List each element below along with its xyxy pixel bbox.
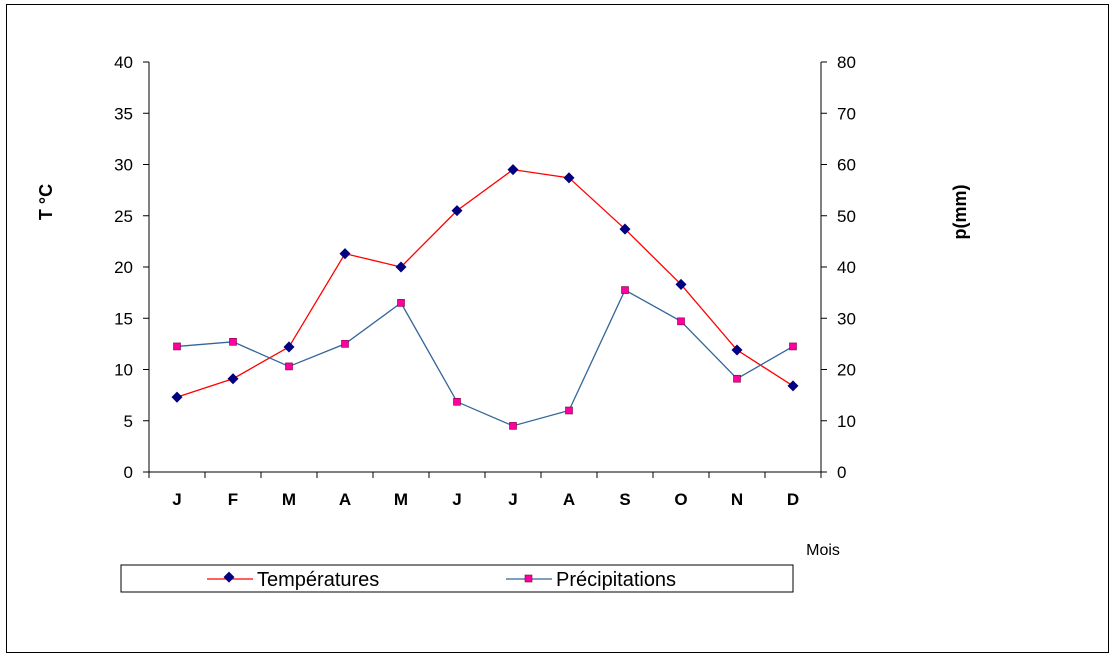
x-tick-label: N (731, 490, 743, 509)
series-precipitations (173, 286, 797, 430)
legend: Températures Précipitations (120, 564, 794, 593)
y-tick-label: 5 (124, 412, 133, 431)
series-line (176, 168, 794, 398)
data-point (227, 373, 239, 385)
legend-box (120, 564, 794, 593)
legend-item-precipitations: Précipitations (506, 569, 676, 591)
data-point (229, 338, 237, 346)
series-layer (171, 164, 799, 430)
y-axis-right: 0 10 20 30 40 50 60 70 80 (821, 53, 856, 482)
x-axis-title: Mois (806, 542, 840, 559)
data-point (395, 261, 407, 273)
data-point (789, 342, 797, 351)
y2-tick-label: 10 (837, 412, 856, 431)
y2-tick-label: 70 (837, 104, 856, 123)
y2-tick-label: 0 (837, 463, 846, 482)
y-axis-title: T °C (36, 184, 56, 220)
data-point (339, 248, 351, 260)
data-point (565, 406, 573, 415)
plot-area (148, 62, 822, 473)
y2-tick-label: 50 (837, 207, 856, 226)
x-tick-label: D (787, 490, 799, 509)
chart-frame (6, 4, 1109, 653)
x-tick-label: M (394, 490, 408, 509)
y-tick-label: 0 (124, 463, 133, 482)
data-point (675, 278, 687, 290)
y2-axis-title: p(mm) (950, 185, 970, 240)
data-point (451, 205, 463, 217)
x-tick-label: M (282, 490, 296, 509)
data-point (173, 342, 181, 351)
data-point (453, 397, 461, 406)
data-point (677, 317, 685, 326)
legend-temperatures-label: Températures (257, 569, 379, 591)
y-tick-label: 25 (114, 207, 133, 226)
data-point (621, 286, 629, 294)
data-point (509, 422, 517, 430)
legend-precipitations-label: Précipitations (556, 569, 676, 591)
x-tick-label: O (674, 490, 687, 509)
data-point (787, 380, 799, 392)
x-tick-label: A (563, 490, 575, 509)
data-point (341, 340, 349, 348)
legend-precipitations-marker (524, 574, 533, 583)
data-point (731, 344, 743, 356)
y-tick-label: 30 (114, 156, 133, 175)
data-point (507, 164, 519, 176)
data-point (283, 341, 295, 353)
x-tick-label: J (452, 490, 461, 509)
x-tick-label: J (172, 490, 181, 509)
y-tick-label: 40 (114, 53, 133, 72)
series-temperatures (171, 164, 799, 403)
x-tick-label: A (339, 490, 351, 509)
y2-tick-label: 80 (837, 53, 856, 72)
data-point (733, 374, 741, 383)
x-tick-label: J (508, 490, 517, 509)
y-tick-label: 35 (114, 104, 133, 123)
x-tick-label: F (228, 490, 238, 509)
y-tick-label: 15 (114, 309, 133, 328)
x-tick-label: S (619, 490, 630, 509)
y-tick-label: 20 (114, 258, 133, 277)
y-tick-label: 10 (114, 361, 133, 380)
y-axis-left: 0 5 10 15 20 25 30 35 40 (114, 53, 149, 482)
data-point (285, 362, 293, 371)
y2-tick-label: 60 (837, 156, 856, 175)
data-point (397, 299, 405, 307)
y2-tick-label: 40 (837, 258, 856, 277)
data-point (171, 391, 183, 403)
y2-tick-label: 20 (837, 361, 856, 380)
series-line (176, 289, 794, 427)
y2-tick-label: 30 (837, 309, 856, 328)
